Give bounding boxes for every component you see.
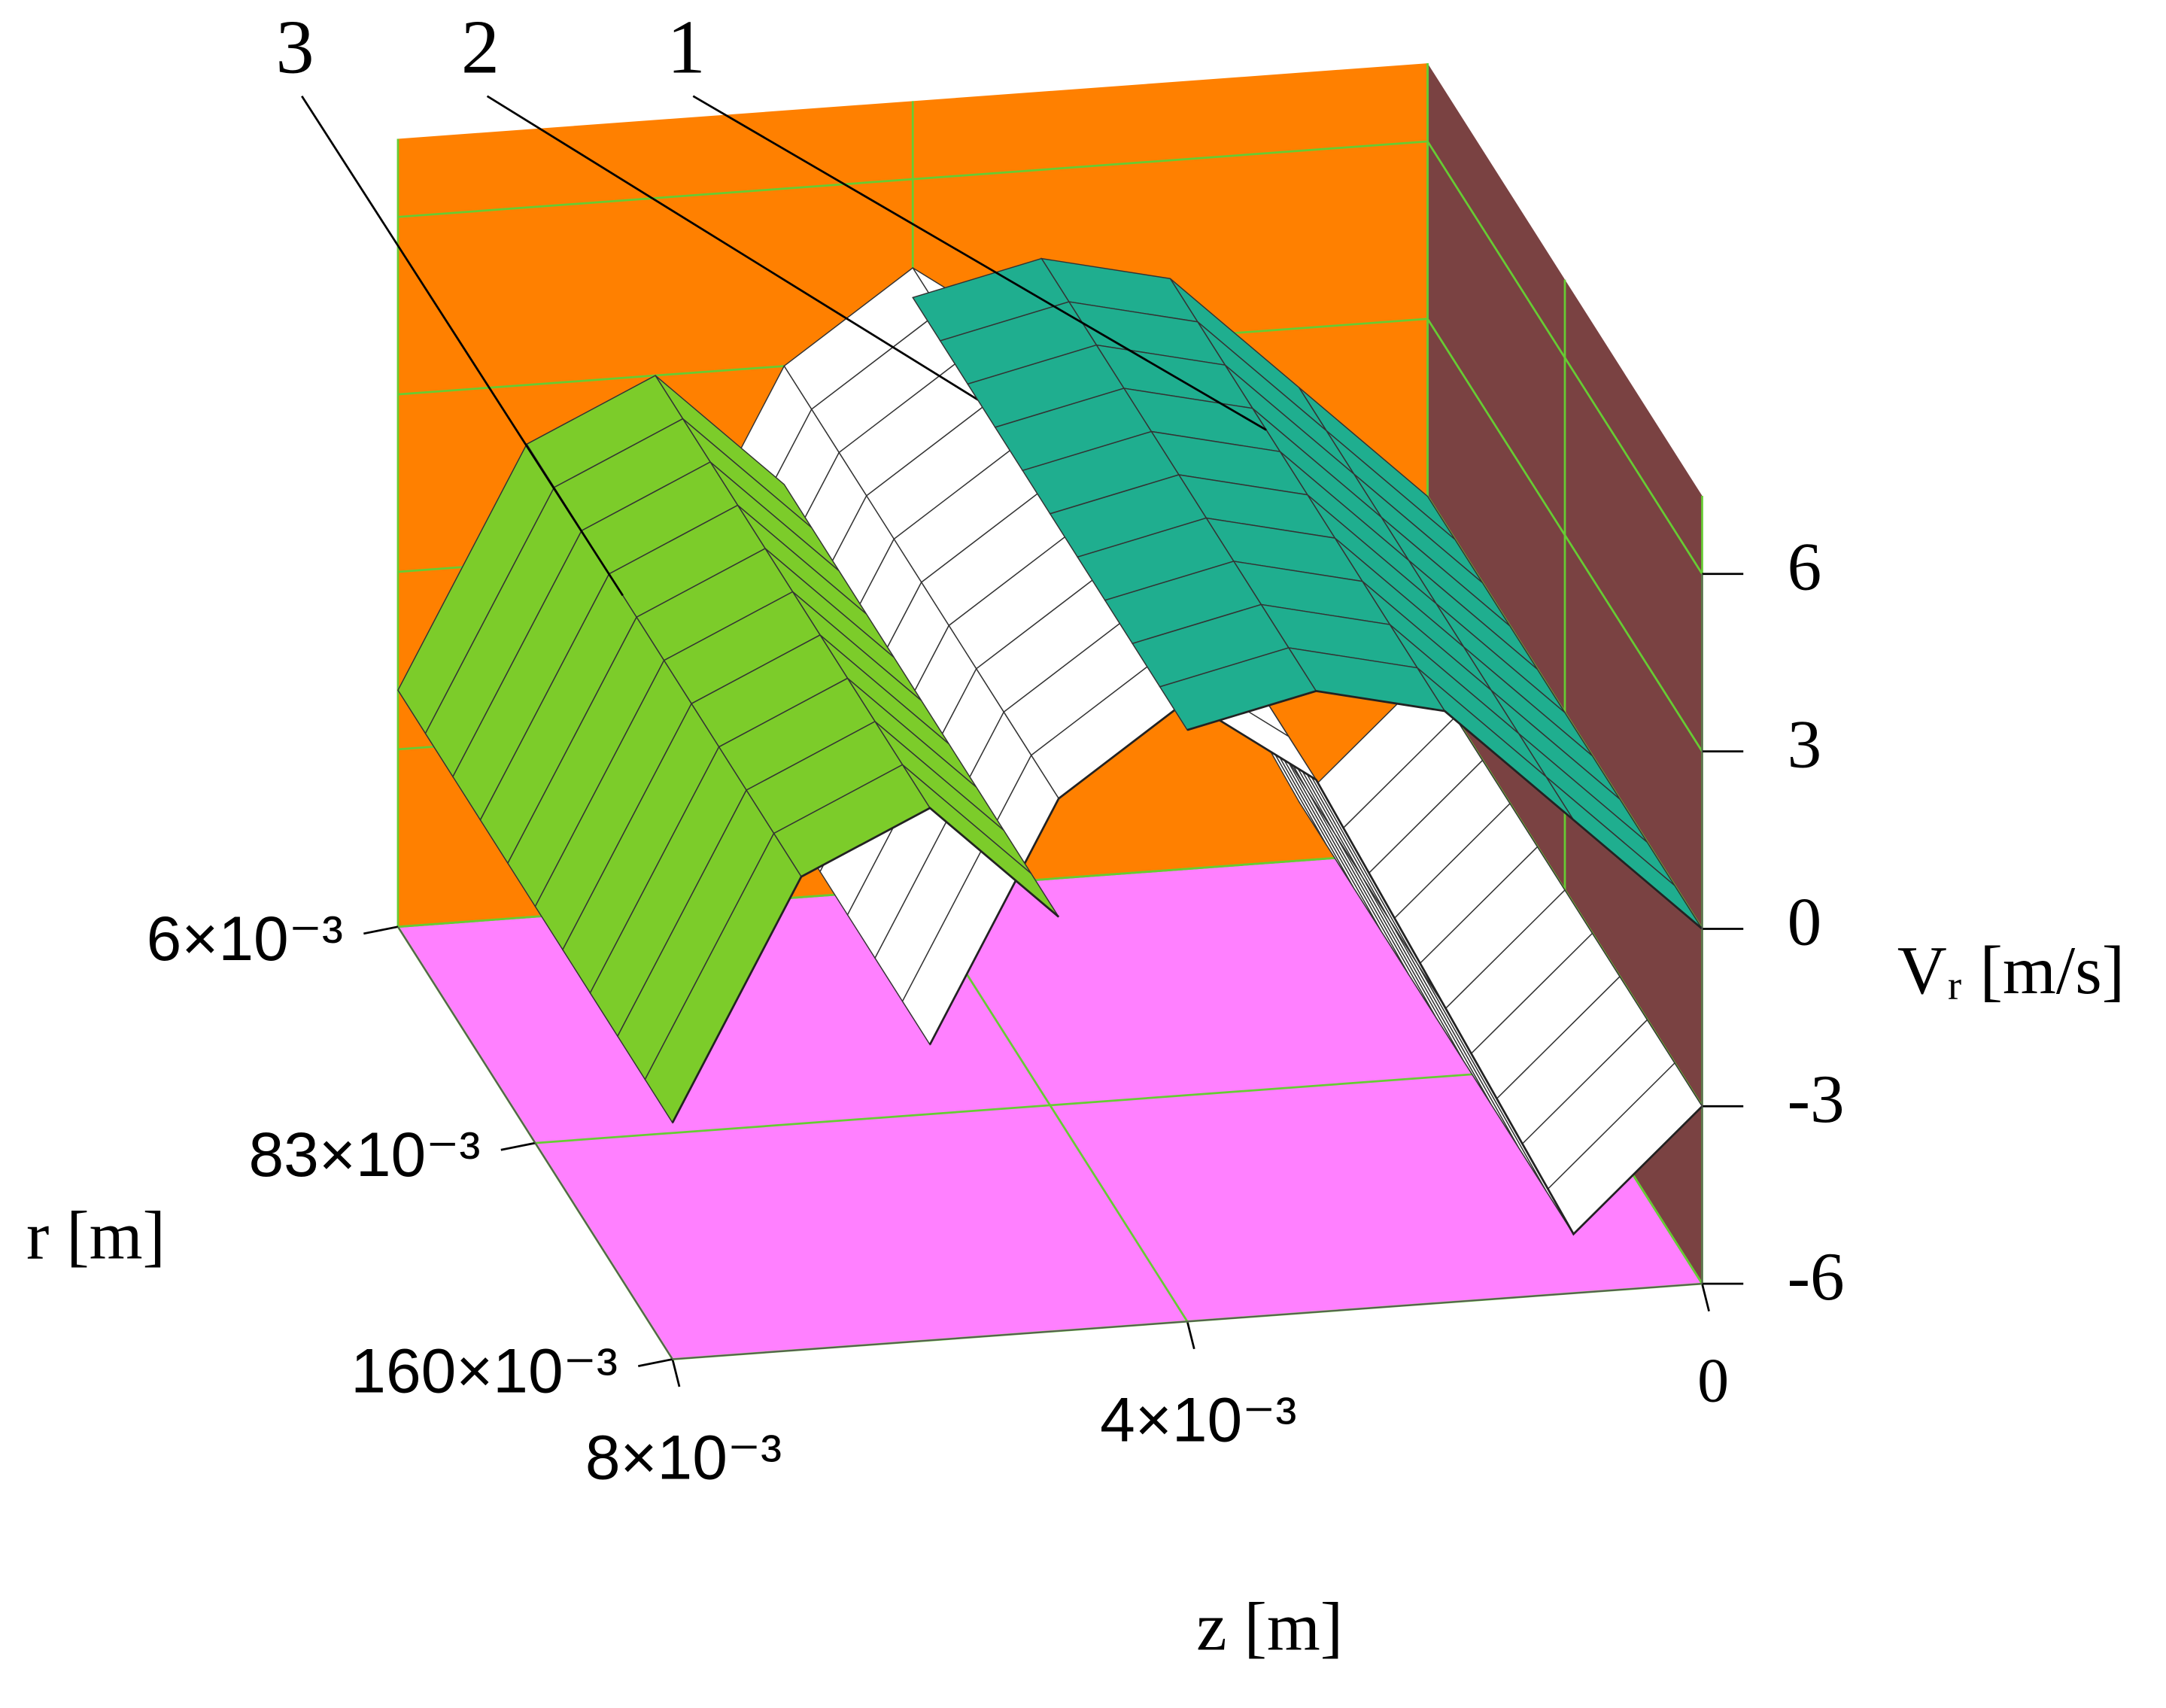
y-tick-label: 6×10⁻³ [147, 903, 343, 974]
x-tick-label: 4×10⁻³ [1100, 1384, 1296, 1454]
callout-line [692, 95, 1267, 431]
y-tick-label: 83×10⁻³ [248, 1119, 480, 1190]
box-edge [397, 926, 673, 1360]
grid-line [535, 1066, 1566, 1144]
z-tick-label: 6 [1788, 529, 1822, 605]
x-tick-label: 0 [1697, 1345, 1729, 1415]
surface-front-edge [1186, 690, 1703, 930]
series-label: 1 [667, 5, 706, 90]
z-tick-label: -6 [1788, 1238, 1845, 1314]
grid-line [397, 140, 1428, 218]
surface-front-edge [671, 807, 1060, 1123]
x-axis-label: z [m] [1196, 1588, 1343, 1664]
tick-mark [1701, 1283, 1710, 1311]
tick-mark [671, 1359, 681, 1387]
series-label: 3 [276, 5, 314, 90]
box-edge [672, 1283, 1703, 1360]
z-tick-label: -3 [1788, 1061, 1845, 1137]
z-tick-label: 0 [1788, 883, 1822, 959]
callout-line [301, 95, 624, 597]
z-axis-label: Vᵣ [m/s] [1897, 932, 2125, 1008]
y-tick-label: 160×10⁻³ [351, 1336, 618, 1406]
surface-front-edge [928, 699, 1703, 1236]
grid-line [1426, 318, 1703, 752]
y-axis-label: r [m] [26, 1197, 166, 1273]
z-tick-label: 3 [1788, 707, 1822, 783]
grid-line [1426, 141, 1703, 575]
series-label: 2 [461, 5, 500, 90]
tick-mark [638, 1358, 673, 1367]
x-tick-label: 8×10⁻³ [585, 1422, 782, 1493]
tick-mark [363, 925, 399, 935]
tick-mark [500, 1141, 536, 1151]
tick-mark [1186, 1321, 1195, 1350]
